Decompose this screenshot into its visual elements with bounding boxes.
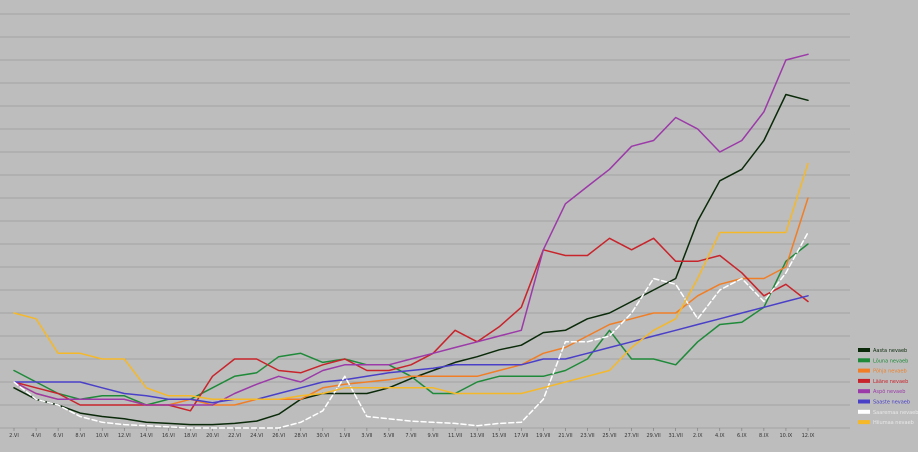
series-line-3	[13, 237, 809, 412]
legend-label: Aspõ nevaeb	[873, 389, 905, 395]
series-lines	[13, 53, 809, 429]
series-line-0	[13, 93, 809, 426]
x-tick-label: 12.IX	[802, 433, 815, 439]
x-tick-label: 23.VII	[580, 433, 594, 439]
x-tick-label: 17.VII	[514, 433, 528, 439]
x-tick-label: 10.IX	[780, 433, 793, 439]
series-line-4	[13, 53, 809, 406]
series-line-7	[13, 162, 809, 401]
series-line-2	[13, 197, 809, 406]
x-tick-label: 18.VI	[184, 433, 197, 439]
x-tick-label: 4.VI	[31, 433, 41, 439]
x-tick-label: 31.VII	[669, 433, 683, 439]
x-tick-label: 8.VI	[75, 433, 85, 439]
legend-swatch	[858, 409, 870, 414]
x-tick-label: 30.VI	[316, 433, 329, 439]
x-tick-label: 13.VII	[470, 433, 484, 439]
x-tick-label: 8.IX	[759, 433, 769, 439]
x-axis-ticks: 2.VI 4.VI 6.VI 8.VI 10.VI 12.VI 14.VI 16.VI 18.V…	[9, 428, 815, 439]
legend-label: Lõuna nevaeb	[873, 358, 908, 364]
x-tick-label: 19.VII	[536, 433, 550, 439]
x-tick-label: 29.VII	[646, 433, 660, 439]
x-tick-label: 28.VI	[294, 433, 307, 439]
x-tick-label: 9.VII	[427, 433, 438, 439]
x-tick-label: 6.VI	[53, 433, 63, 439]
x-tick-label: 16.VI	[162, 433, 175, 439]
legend-swatch	[858, 399, 870, 404]
x-tick-label: 15.VII	[492, 433, 506, 439]
gridlines	[0, 13, 850, 429]
legend-label: Põhja nevaeb	[873, 369, 907, 375]
x-tick-label: 20.VI	[206, 433, 219, 439]
x-tick-label: 24.VI	[250, 433, 263, 439]
x-tick-label: 22.VI	[228, 433, 241, 439]
legend-label: Saaste nevaeb	[873, 400, 910, 406]
x-tick-label: 2.VI	[9, 433, 19, 439]
x-tick-label: 5.VII	[383, 433, 394, 439]
legend-swatch	[858, 368, 870, 373]
x-tick-label: 21.VII	[558, 433, 572, 439]
x-tick-label: 26.VI	[272, 433, 285, 439]
x-tick-label: 7.VII	[405, 433, 416, 439]
legend-swatch	[858, 378, 870, 383]
x-tick-label: 25.VII	[602, 433, 616, 439]
legend-swatch	[858, 348, 870, 352]
x-tick-label: 3.VII	[361, 433, 372, 439]
legend-label: Hiiumaa nevaeb	[873, 420, 914, 426]
x-tick-label: 11.VII	[448, 433, 462, 439]
legend-label: Lääne nevaeb	[873, 379, 908, 385]
x-tick-label: 2.IX	[693, 433, 703, 439]
legend-label: Saaremaa nevaeb	[873, 410, 918, 416]
legend-label: Aasta nevaeb	[873, 348, 907, 354]
x-tick-label: 1.VII	[339, 433, 350, 439]
legend: Aasta nevaeb Lõuna nevaeb Põhja nevaeb Lään…	[858, 348, 918, 426]
x-tick-label: 6.IX	[737, 433, 747, 439]
x-tick-label: 14.VI	[140, 433, 153, 439]
series-line-1	[13, 243, 809, 406]
series-line-5	[13, 295, 809, 404]
x-tick-label: 10.VI	[96, 433, 109, 439]
legend-swatch	[858, 420, 870, 425]
x-tick-label: 27.VII	[624, 433, 638, 439]
x-tick-label: 4.IX	[715, 433, 725, 439]
legend-swatch	[858, 358, 870, 363]
legend-swatch	[858, 389, 870, 394]
x-tick-label: 12.VI	[118, 433, 131, 439]
